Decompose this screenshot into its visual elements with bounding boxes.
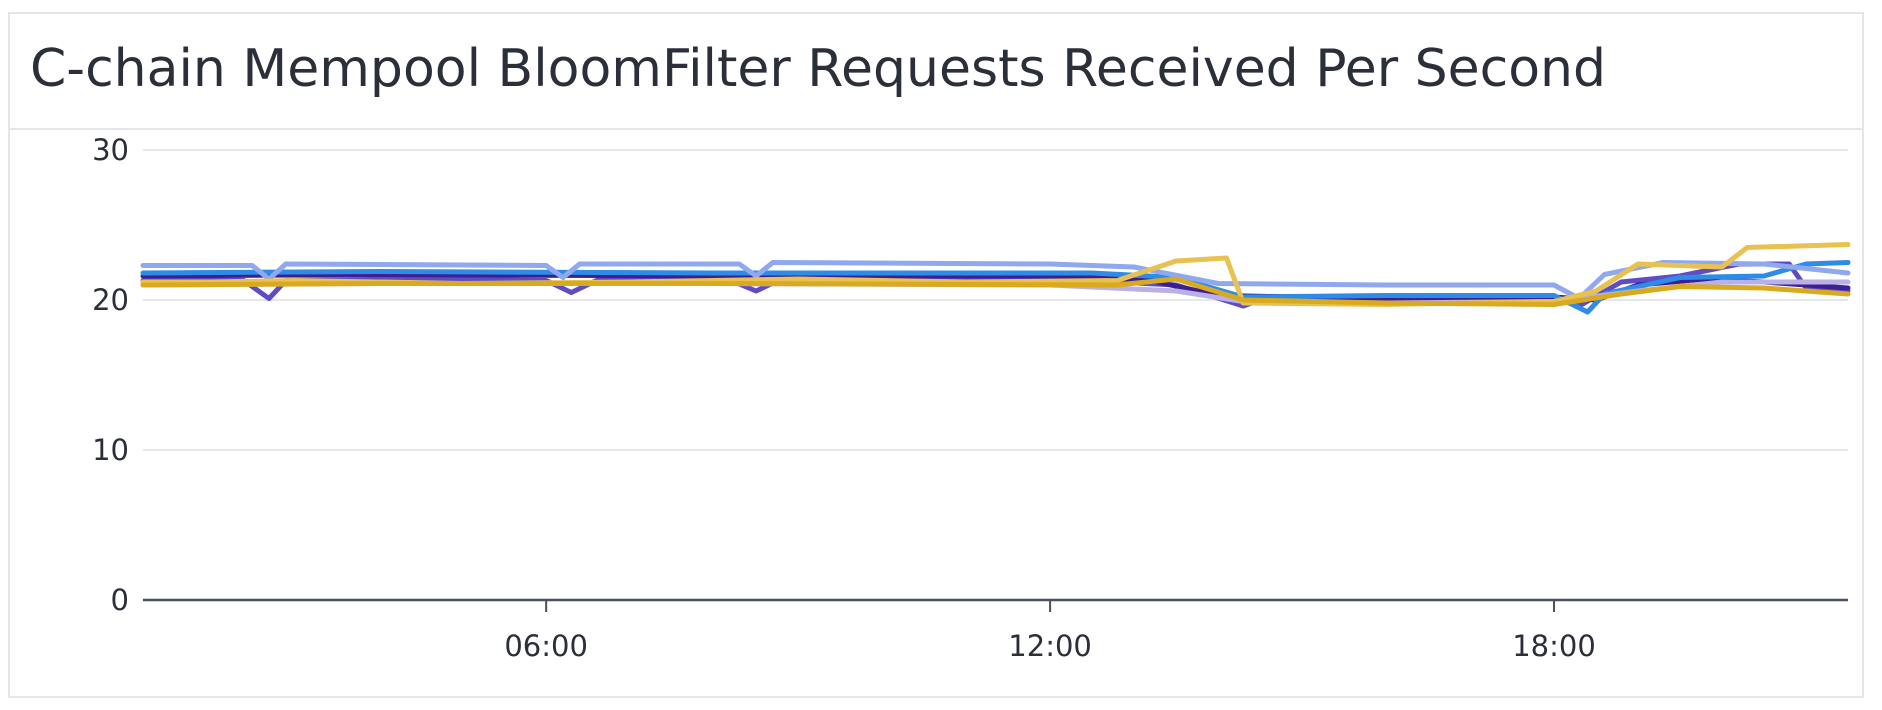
y-tick-label: 20 [92, 283, 129, 317]
series-line-7 [140, 276, 1851, 307]
y-tick-label: 0 [111, 583, 129, 617]
y-tick-label: 10 [92, 433, 129, 467]
x-tick-label: 12:00 [1008, 629, 1092, 663]
panel-title: C-chain Mempool BloomFilter Requests Rec… [30, 39, 1606, 99]
panel-header: C-chain Mempool BloomFilter Requests Rec… [10, 14, 1862, 130]
x-tick-label: 18:00 [1512, 629, 1596, 663]
series-line-4 [140, 260, 1851, 301]
y-tick-label: 30 [92, 133, 129, 167]
series-line-3 [140, 260, 1851, 315]
series-lines [140, 242, 1851, 315]
chart-panel: C-chain Mempool BloomFilter Requests Rec… [8, 12, 1864, 698]
x-tick-label: 06:00 [504, 629, 588, 663]
axes: 0 10 20 30 06:00 12:00 18:00 [92, 133, 1848, 663]
